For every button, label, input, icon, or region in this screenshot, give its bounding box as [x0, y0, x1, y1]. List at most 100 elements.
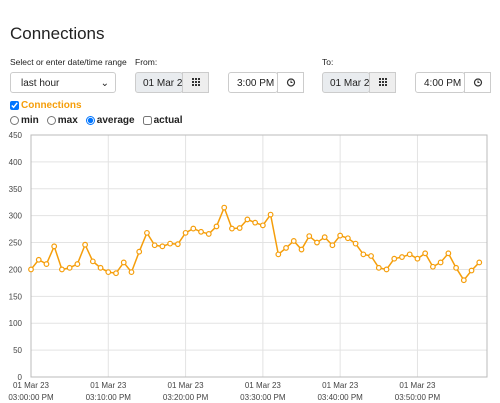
data-point: [35, 256, 42, 263]
from-date[interactable]: 01 Mar 2: [135, 72, 183, 93]
aggregation-option[interactable]: min: [10, 115, 39, 126]
x-tick-label: 01 Mar 23: [399, 381, 436, 390]
data-point: [383, 266, 390, 273]
data-point: [252, 219, 259, 226]
y-tick-label: 200: [9, 265, 23, 274]
y-tick-label: 0: [18, 373, 23, 382]
from-calendar-button[interactable]: [182, 72, 209, 93]
aggregation-input[interactable]: [10, 116, 19, 125]
data-point: [59, 266, 65, 273]
data-point: [399, 254, 405, 260]
y-tick-label: 300: [9, 212, 23, 221]
data-point: [259, 222, 266, 229]
data-point: [406, 251, 413, 258]
x-tick-label: 03:00:00 PM: [8, 393, 54, 402]
data-point: [74, 261, 81, 267]
aggregation-input[interactable]: [85, 116, 95, 125]
data-point: [205, 231, 212, 237]
data-point: [144, 229, 150, 236]
data-point: [229, 225, 235, 232]
y-tick-label: 350: [9, 185, 23, 194]
data-point: [174, 241, 181, 248]
data-point: [236, 225, 243, 231]
to-calendar-button[interactable]: [369, 72, 396, 93]
data-point: [43, 261, 50, 267]
aggregation-input[interactable]: [142, 116, 152, 125]
x-tick-label: 03:10:00 PM: [86, 393, 132, 402]
data-point: [445, 250, 452, 257]
from-clock-button[interactable]: [277, 72, 304, 93]
data-point: [97, 264, 104, 271]
x-tick-label: 01 Mar 23: [168, 381, 205, 390]
y-tick-label: 400: [9, 158, 23, 167]
calendar-icon: [192, 78, 200, 86]
aggregation-option[interactable]: average: [85, 115, 135, 126]
aggregation-label: max: [57, 115, 78, 126]
clock-icon: [286, 78, 296, 87]
data-point: [151, 242, 158, 249]
data-point: [66, 264, 73, 271]
data-point: [337, 232, 344, 239]
data-point: [167, 240, 174, 247]
series-toggle-label: Connections: [21, 100, 82, 111]
x-tick-label: 03:40:00 PM: [317, 393, 363, 402]
data-point: [298, 246, 305, 253]
data-point: [120, 259, 127, 266]
data-point: [182, 229, 189, 236]
preset-select[interactable]: last hour ⌄: [10, 72, 116, 93]
from-time[interactable]: 3:00 PM: [228, 72, 278, 93]
y-tick-label: 150: [9, 292, 23, 301]
data-point: [391, 255, 398, 262]
aggregation-label: actual: [153, 115, 183, 126]
calendar-icon: [379, 78, 387, 86]
data-point: [352, 240, 359, 247]
x-tick-label: 03:20:00 PM: [163, 393, 209, 402]
to-date[interactable]: 01 Mar 2: [322, 72, 370, 93]
data-point: [221, 204, 228, 211]
data-point: [329, 242, 336, 249]
data-point: [368, 253, 374, 259]
page-title: Connections: [10, 24, 105, 43]
x-tick-label: 01 Mar 23: [13, 381, 50, 390]
data-point: [136, 248, 143, 255]
x-tick-label: 03:50:00 PM: [395, 393, 441, 402]
to-time[interactable]: 4:00 PM: [415, 72, 465, 93]
aggregation-label: min: [21, 115, 39, 126]
data-point: [429, 263, 436, 270]
series-toggle[interactable]: Connections: [10, 100, 82, 111]
data-point: [159, 243, 166, 250]
data-point: [28, 266, 34, 273]
aggregation-option[interactable]: max: [46, 115, 78, 126]
data-point: [290, 238, 297, 244]
y-tick-label: 100: [9, 319, 23, 328]
data-point: [460, 277, 467, 284]
data-point: [275, 251, 282, 258]
clock-icon: [473, 78, 483, 87]
data-point: [267, 211, 274, 218]
from-label: From:: [135, 57, 158, 67]
data-point: [468, 267, 475, 274]
plot-border: [30, 134, 488, 378]
data-point: [476, 259, 483, 266]
aggregation-input[interactable]: [46, 116, 56, 125]
data-point: [113, 270, 119, 277]
data-point: [306, 233, 313, 240]
chart: 0 50 100 150 200 250 300 350 400 450 01 Mar 23 03:0…: [8, 131, 488, 402]
data-point: [414, 255, 421, 262]
series-checkbox[interactable]: [10, 101, 19, 110]
x-tick-label: 03:30:00 PM: [240, 393, 286, 402]
data-point: [198, 228, 204, 235]
aggregation-option[interactable]: actual: [142, 115, 183, 126]
data-point: [190, 225, 197, 232]
data-point: [453, 264, 459, 271]
x-tick-label: 01 Mar 23: [322, 381, 359, 390]
data-point: [128, 269, 135, 276]
y-tick-label: 450: [9, 131, 23, 140]
aggregation-label: average: [96, 115, 135, 126]
range-label: Select or enter date/time range: [10, 57, 127, 67]
data-point: [82, 241, 89, 248]
y-tick-label: 50: [13, 346, 22, 355]
to-clock-button[interactable]: [464, 72, 491, 93]
data-point: [422, 250, 429, 257]
to-label: To:: [322, 57, 334, 67]
